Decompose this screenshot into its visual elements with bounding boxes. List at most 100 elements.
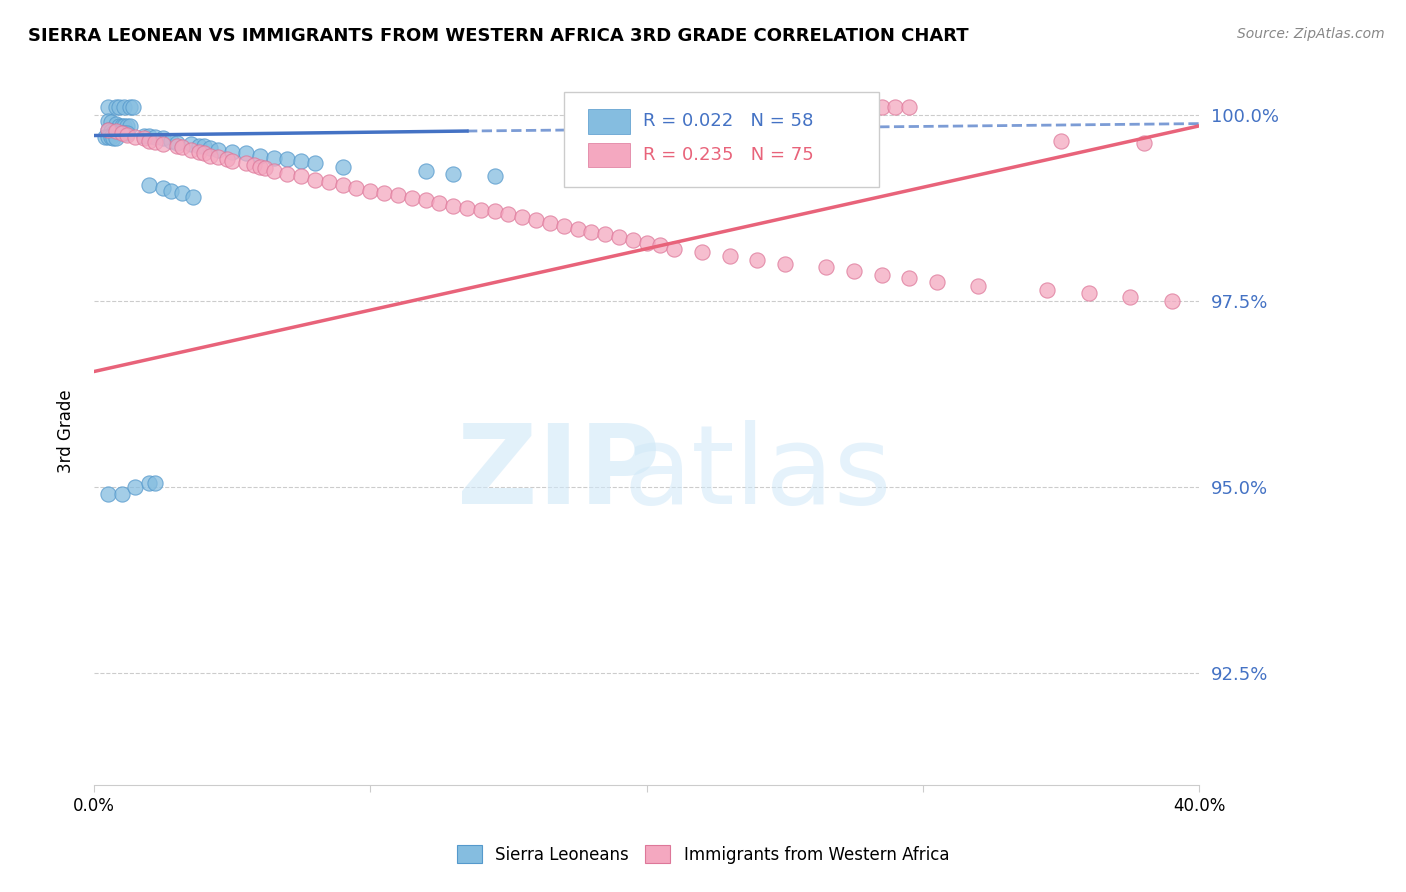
Point xyxy=(815,100,838,114)
Point xyxy=(373,186,395,200)
Point xyxy=(110,119,132,133)
Text: atlas: atlas xyxy=(623,420,891,527)
Point xyxy=(249,148,271,162)
Point xyxy=(221,153,243,168)
Point xyxy=(198,141,221,155)
Point xyxy=(152,131,174,145)
Point xyxy=(429,195,451,210)
Point xyxy=(193,139,215,153)
Point xyxy=(690,100,713,114)
Point xyxy=(249,160,271,174)
Point xyxy=(498,207,520,221)
Point xyxy=(183,189,205,203)
Point xyxy=(346,180,368,194)
Point xyxy=(160,184,183,198)
Point xyxy=(276,167,298,181)
Point xyxy=(415,194,437,208)
Point xyxy=(115,126,138,140)
Point xyxy=(441,167,464,181)
Point xyxy=(243,158,266,172)
Point xyxy=(188,139,211,153)
Point xyxy=(138,178,160,193)
FancyBboxPatch shape xyxy=(564,92,879,187)
Point xyxy=(1119,290,1142,304)
Point xyxy=(97,122,120,136)
Point xyxy=(118,100,141,114)
Point xyxy=(143,130,166,145)
Point xyxy=(160,134,183,148)
Point xyxy=(180,137,202,152)
Point xyxy=(97,487,120,501)
Point xyxy=(105,124,128,138)
Point xyxy=(1050,134,1073,148)
Point xyxy=(172,140,194,154)
Point xyxy=(215,153,238,167)
Point xyxy=(94,130,117,145)
Point xyxy=(188,145,211,159)
Point xyxy=(254,161,277,176)
Point xyxy=(124,480,146,494)
Point xyxy=(110,126,132,140)
Text: R = 0.022   N = 58: R = 0.022 N = 58 xyxy=(644,112,814,130)
Point xyxy=(103,126,125,140)
Point xyxy=(870,100,893,114)
Point xyxy=(415,163,437,178)
Point xyxy=(105,131,128,145)
Point xyxy=(143,135,166,149)
Point xyxy=(510,211,533,225)
Point xyxy=(103,131,125,145)
Point xyxy=(143,476,166,491)
Point xyxy=(172,186,194,200)
Y-axis label: 3rd Grade: 3rd Grade xyxy=(58,389,75,473)
Point xyxy=(884,100,907,114)
Point xyxy=(221,145,243,159)
Point xyxy=(470,202,492,217)
Point xyxy=(359,184,381,198)
Text: SIERRA LEONEAN VS IMMIGRANTS FROM WESTERN AFRICA 3RD GRADE CORRELATION CHART: SIERRA LEONEAN VS IMMIGRANTS FROM WESTER… xyxy=(28,27,969,45)
Point xyxy=(925,275,948,289)
Point xyxy=(115,119,138,133)
Point xyxy=(112,126,135,140)
Point xyxy=(538,216,561,230)
Point xyxy=(856,100,879,114)
Point xyxy=(107,126,129,140)
Point xyxy=(105,100,128,114)
Point xyxy=(152,180,174,194)
Point xyxy=(138,128,160,143)
Point xyxy=(593,227,616,241)
Point xyxy=(332,160,354,174)
Point xyxy=(121,100,143,114)
Point xyxy=(132,131,155,145)
Point xyxy=(110,126,132,140)
Point xyxy=(138,134,160,148)
Point xyxy=(581,225,603,239)
Point xyxy=(207,144,229,158)
Point xyxy=(118,119,141,133)
Point xyxy=(290,169,312,183)
Point xyxy=(607,229,630,244)
Point xyxy=(581,100,603,114)
Point xyxy=(100,130,122,145)
Bar xyxy=(588,109,630,134)
Point xyxy=(898,100,921,114)
Point xyxy=(650,238,672,252)
Point xyxy=(112,100,135,114)
Point xyxy=(180,143,202,157)
Point xyxy=(97,122,120,136)
Point xyxy=(97,100,120,114)
Point xyxy=(664,242,686,256)
Point xyxy=(198,148,221,162)
Point xyxy=(107,100,129,114)
Point xyxy=(166,136,188,150)
Point xyxy=(524,213,547,227)
Point xyxy=(842,264,865,278)
Point xyxy=(636,235,658,250)
Point xyxy=(235,146,257,161)
Point xyxy=(124,130,146,145)
Point xyxy=(110,487,132,501)
Point xyxy=(690,245,713,260)
Point xyxy=(318,175,340,189)
Point xyxy=(484,169,506,183)
Point xyxy=(304,156,326,170)
Point xyxy=(967,279,990,293)
